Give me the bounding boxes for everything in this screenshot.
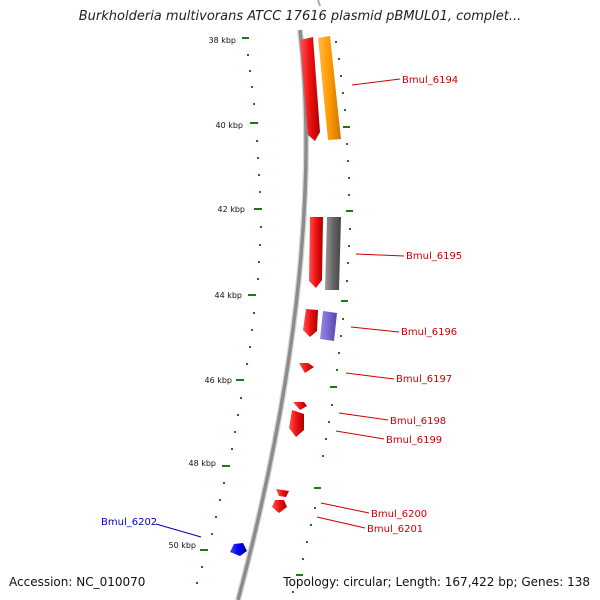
gene-label-bmul-6202[interactable]: Bmul_6202 (101, 517, 157, 528)
leader-line-bmul-6198 (338, 412, 389, 421)
cds-arrow-bmul-6201[interactable] (272, 500, 287, 513)
leader-line-bmul-6199 (335, 430, 385, 440)
cds-arrow-bmul-6202[interactable] (230, 543, 247, 556)
leader-lines (155, 78, 405, 538)
cds-arrow-bmul-6200[interactable] (276, 489, 289, 497)
feature-track (230, 36, 341, 556)
topology-stats-text: Topology: circular; Length: 167,422 bp; … (283, 575, 590, 589)
scale-label-38kbp: 38 kbp (208, 36, 236, 45)
cds-arrow-bmul-6194[interactable] (300, 37, 320, 141)
backbone-top-fragment (317, 0, 321, 7)
leader-line-bmul-6196 (350, 326, 400, 333)
leader-line-bmul-6200 (320, 502, 370, 514)
leader-line-bmul-6195 (355, 253, 405, 257)
feature-bar-bmul-6194[interactable] (318, 36, 341, 140)
gene-label-bmul-6197[interactable]: Bmul_6197 (396, 374, 452, 385)
scale-label-50kbp: 50 kbp (168, 541, 196, 550)
accession-text: Accession: NC_010070 (9, 575, 146, 589)
feature-bar-bmul-6196[interactable] (320, 311, 337, 341)
scale-label-46kbp: 46 kbp (204, 376, 232, 385)
gene-label-bmul-6195[interactable]: Bmul_6195 (406, 251, 462, 262)
scale-label-42kbp: 42 kbp (217, 205, 245, 214)
scale-ticks-outer (292, 41, 353, 593)
gene-label-bmul-6200[interactable]: Bmul_6200 (371, 509, 427, 520)
scale-label-40kbp: 40 kbp (215, 121, 243, 130)
backbone-arc (236, 29, 308, 600)
map-title: Burkholderia multivorans ATCC 17616 plas… (78, 9, 522, 24)
scale-label-48kbp: 48 kbp (188, 459, 216, 468)
cds-arrow-bmul-6197[interactable] (299, 363, 314, 373)
gene-label-bmul-6199[interactable]: Bmul_6199 (386, 435, 442, 446)
leader-line-bmul-6201 (316, 516, 366, 529)
leader-line-bmul-6197 (345, 372, 395, 380)
leader-line-bmul-6194 (351, 78, 401, 86)
gene-label-bmul-6196[interactable]: Bmul_6196 (401, 327, 457, 338)
feature-bar-bmul-6195[interactable] (325, 217, 341, 290)
scale-label-44kbp: 44 kbp (214, 291, 242, 300)
cds-arrow-bmul-6198[interactable] (293, 402, 307, 410)
cds-arrow-bmul-6199[interactable] (289, 410, 304, 437)
cds-arrow-bmul-6195[interactable] (309, 217, 323, 288)
scale-ticks (196, 37, 262, 584)
gene-label-bmul-6194[interactable]: Bmul_6194 (402, 75, 458, 86)
gene-label-bmul-6198[interactable]: Bmul_6198 (390, 416, 446, 427)
cds-arrow-bmul-6196[interactable] (303, 309, 318, 337)
leader-line-bmul-6202 (155, 523, 202, 538)
gene-label-bmul-6201[interactable]: Bmul_6201 (367, 524, 423, 535)
